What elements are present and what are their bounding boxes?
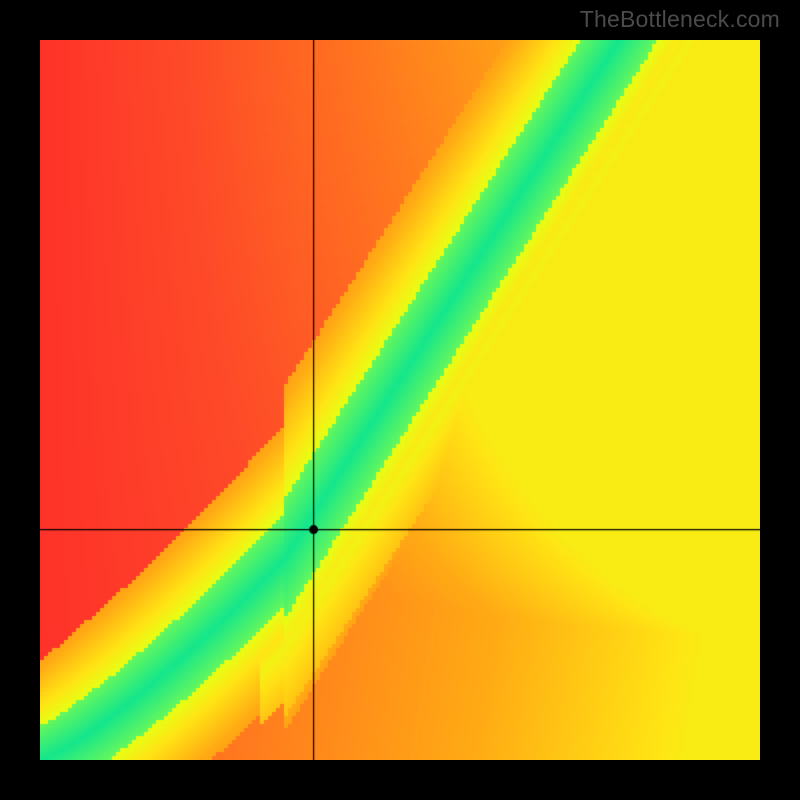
- chart-container: TheBottleneck.com: [0, 0, 800, 800]
- heatmap-canvas: [40, 40, 760, 760]
- watermark-text: TheBottleneck.com: [580, 6, 780, 33]
